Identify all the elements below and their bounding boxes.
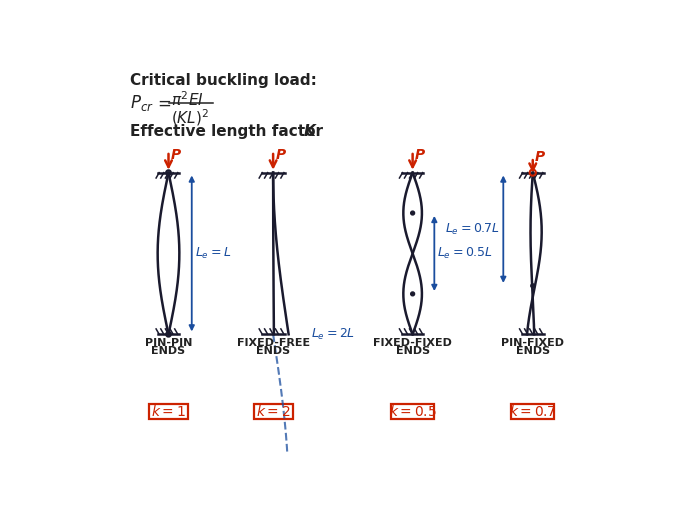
Text: $\pi^2 EI$: $\pi^2 EI$: [171, 90, 204, 109]
Text: PIN-PIN: PIN-PIN: [145, 338, 192, 348]
Bar: [149, 404, 188, 419]
Circle shape: [531, 284, 535, 288]
Text: ENDS: ENDS: [396, 346, 429, 356]
Circle shape: [411, 211, 415, 215]
Text: P: P: [275, 148, 286, 162]
Text: $k=0.7$: $k=0.7$: [510, 404, 556, 419]
Text: $L_e=L$: $L_e=L$: [195, 246, 231, 261]
Text: Effective length factor: Effective length factor: [130, 124, 328, 139]
Text: P: P: [535, 149, 545, 164]
Text: P: P: [171, 148, 181, 162]
Text: Critical buckling load:: Critical buckling load:: [130, 73, 316, 87]
Text: $P_{cr}$: $P_{cr}$: [130, 93, 153, 113]
Text: $L_e=0.7L$: $L_e=0.7L$: [445, 221, 500, 237]
Text: $(KL)^2$: $(KL)^2$: [171, 107, 209, 128]
Bar: [512, 404, 554, 419]
Text: PIN-FIXED: PIN-FIXED: [501, 338, 565, 348]
Text: =: =: [157, 95, 171, 113]
Circle shape: [411, 292, 415, 296]
Bar: [391, 404, 434, 419]
Text: P: P: [415, 148, 425, 162]
Text: FIXED-FREE: FIXED-FREE: [236, 338, 309, 348]
Text: ENDS: ENDS: [516, 346, 550, 356]
Text: FIXED-FIXED: FIXED-FIXED: [373, 338, 452, 348]
Text: $k=0.5$: $k=0.5$: [389, 404, 436, 419]
Text: ENDS: ENDS: [151, 346, 185, 356]
Text: $L_e=2L$: $L_e=2L$: [311, 327, 355, 342]
Text: $k=2$: $k=2$: [256, 404, 291, 419]
Bar: [254, 404, 293, 419]
Text: $L_e=0.5L$: $L_e=0.5L$: [438, 246, 493, 261]
Text: K: K: [304, 124, 316, 139]
Text: ENDS: ENDS: [256, 346, 290, 356]
Text: $k=1$: $k=1$: [151, 404, 186, 419]
